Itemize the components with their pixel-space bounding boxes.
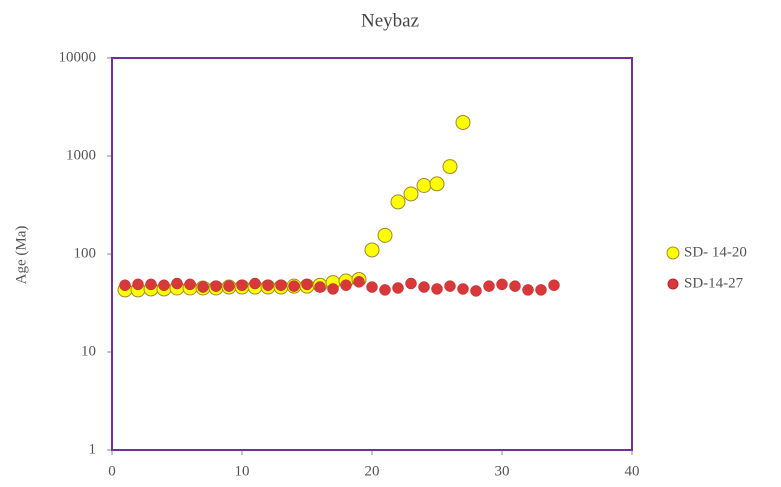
point (366, 281, 378, 293)
point (314, 281, 326, 293)
point (431, 283, 443, 295)
point (132, 278, 144, 291)
point (171, 277, 183, 290)
plot-border (111, 57, 633, 451)
point (158, 279, 170, 291)
point (353, 276, 365, 288)
legend-marker (667, 278, 679, 290)
x-tick-label: 0 (108, 463, 116, 479)
point (496, 278, 508, 291)
y-tick-label: 10 (81, 343, 96, 359)
point (301, 278, 313, 291)
point (442, 159, 458, 175)
point (522, 284, 534, 296)
point (483, 280, 495, 292)
point (145, 278, 157, 291)
y-axis-label: Age (Ma) (13, 226, 29, 285)
point (197, 281, 209, 293)
point (379, 284, 391, 296)
point (275, 279, 287, 291)
point (470, 285, 482, 297)
x-tick-label: 20 (365, 463, 380, 479)
point (119, 279, 131, 291)
point (327, 283, 339, 295)
y-tick-label: 100 (74, 245, 97, 261)
point (210, 280, 222, 292)
y-tick-label: 10000 (59, 49, 97, 65)
legend-label: SD- 14-20 (684, 244, 747, 260)
point (392, 282, 404, 294)
point (390, 194, 406, 210)
point (548, 279, 560, 291)
y-tick-label: 1000 (66, 147, 96, 163)
point (429, 176, 445, 192)
point (509, 280, 521, 292)
point (405, 277, 417, 290)
x-tick-label: 10 (235, 463, 250, 479)
point (377, 227, 393, 243)
point (444, 280, 456, 292)
point (249, 277, 261, 290)
legend-marker (666, 246, 680, 260)
x-tick-label: 40 (625, 463, 640, 479)
y-tick-label: 1 (89, 441, 97, 457)
chart-title: Neybaz (361, 10, 419, 31)
point (340, 279, 352, 291)
point (418, 281, 430, 293)
point (223, 280, 235, 292)
point (535, 284, 547, 296)
legend-label: SD-14-27 (684, 275, 744, 291)
x-tick-label: 30 (495, 463, 510, 479)
point (184, 278, 196, 291)
point (262, 279, 274, 291)
point (403, 186, 419, 202)
point (364, 242, 380, 258)
point (288, 280, 300, 292)
point (236, 279, 248, 291)
point (457, 283, 469, 295)
point (455, 114, 471, 130)
point (416, 178, 432, 194)
